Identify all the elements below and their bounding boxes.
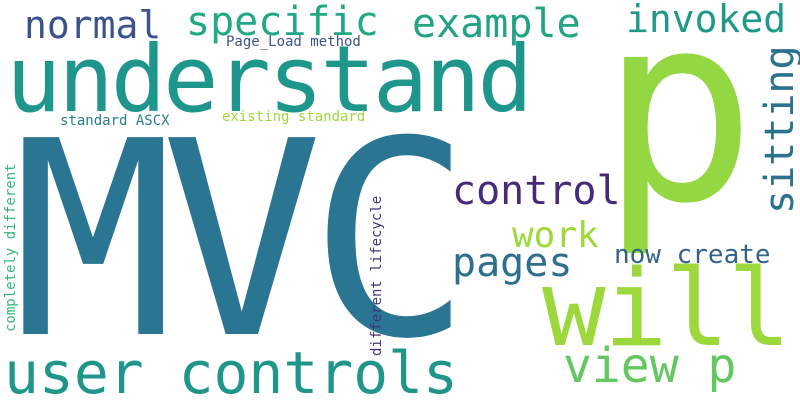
word-now-create: now create <box>614 240 771 270</box>
word-existing-standard: existing standard <box>222 109 366 125</box>
word-invoked: invoked <box>626 0 787 41</box>
word-mvc: MVC <box>12 83 472 398</box>
word-example: example <box>412 1 581 47</box>
word-pages: pages <box>452 240 573 286</box>
word-page-load-method: Page_Load method <box>226 34 361 50</box>
word-work: work <box>512 215 599 256</box>
word-specific: specific <box>186 0 379 45</box>
word-different-lifecycle: different lifecycle <box>369 195 385 356</box>
word-sitting: sitting <box>757 45 800 214</box>
word-standard-ascx: standard ASCX <box>60 113 170 129</box>
word-understand: understand <box>6 26 533 133</box>
word-normal: normal <box>24 3 162 47</box>
word-completely-different: completely different <box>3 163 19 332</box>
word-view-p: view p <box>563 338 737 394</box>
word-control: control <box>452 168 621 214</box>
word-will: will <box>542 247 791 370</box>
word-user-controls: user controls <box>4 339 458 400</box>
word-p: p <box>600 0 757 261</box>
